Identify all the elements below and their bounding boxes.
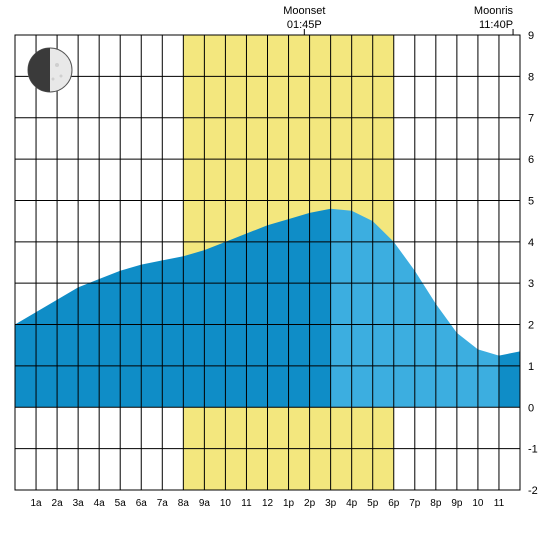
x-tick-label: 9p (451, 498, 463, 509)
x-tick-label: 9a (199, 498, 211, 509)
x-tick-label: 4p (346, 498, 358, 509)
moonset-time: 01:45P (287, 19, 322, 31)
x-tick-label: 7a (157, 498, 169, 509)
y-tick-label: 8 (528, 71, 534, 83)
moonset-label: Moonset (283, 5, 325, 17)
x-tick-label: 2a (52, 498, 64, 509)
y-tick-label: 9 (528, 30, 534, 42)
y-tick-label: 3 (528, 278, 534, 290)
moonrise-label: Moonris (474, 5, 514, 17)
x-tick-label: 5a (115, 498, 127, 509)
x-tick-label: 8p (430, 498, 442, 509)
x-tick-label: 3a (73, 498, 85, 509)
y-tick-label: 6 (528, 154, 534, 166)
x-tick-label: 6p (388, 498, 400, 509)
y-tick-label: 1 (528, 361, 534, 373)
moonrise-time: 11:40P (479, 19, 513, 31)
tide-chart: -2-101234567891a2a3a4a5a6a7a8a9a1011121p… (0, 0, 550, 550)
x-tick-label: 4a (94, 498, 106, 509)
y-tick-label: 2 (528, 320, 534, 332)
x-tick-label: 7p (409, 498, 421, 509)
moon-phase-icon (28, 48, 72, 92)
x-tick-label: 11 (241, 498, 252, 509)
tide-area-strip (499, 351, 520, 407)
x-tick-label: 2p (304, 498, 316, 509)
x-tick-label: 12 (262, 498, 274, 509)
y-tick-label: 7 (528, 113, 534, 125)
x-tick-label: 11 (494, 498, 505, 509)
y-tick-label: -1 (528, 444, 538, 456)
y-tick-label: 0 (528, 402, 534, 414)
x-tick-label: 6a (136, 498, 148, 509)
x-tick-label: 10 (220, 498, 232, 509)
x-tick-label: 1p (283, 498, 295, 509)
y-tick-label: -2 (528, 485, 538, 497)
x-tick-label: 8a (178, 498, 190, 509)
x-tick-label: 1a (30, 498, 42, 509)
x-tick-label: 3p (325, 498, 337, 509)
x-tick-label: 10 (472, 498, 484, 509)
y-tick-label: 5 (528, 195, 534, 207)
x-tick-label: 5p (367, 498, 379, 509)
y-tick-label: 4 (528, 237, 534, 249)
